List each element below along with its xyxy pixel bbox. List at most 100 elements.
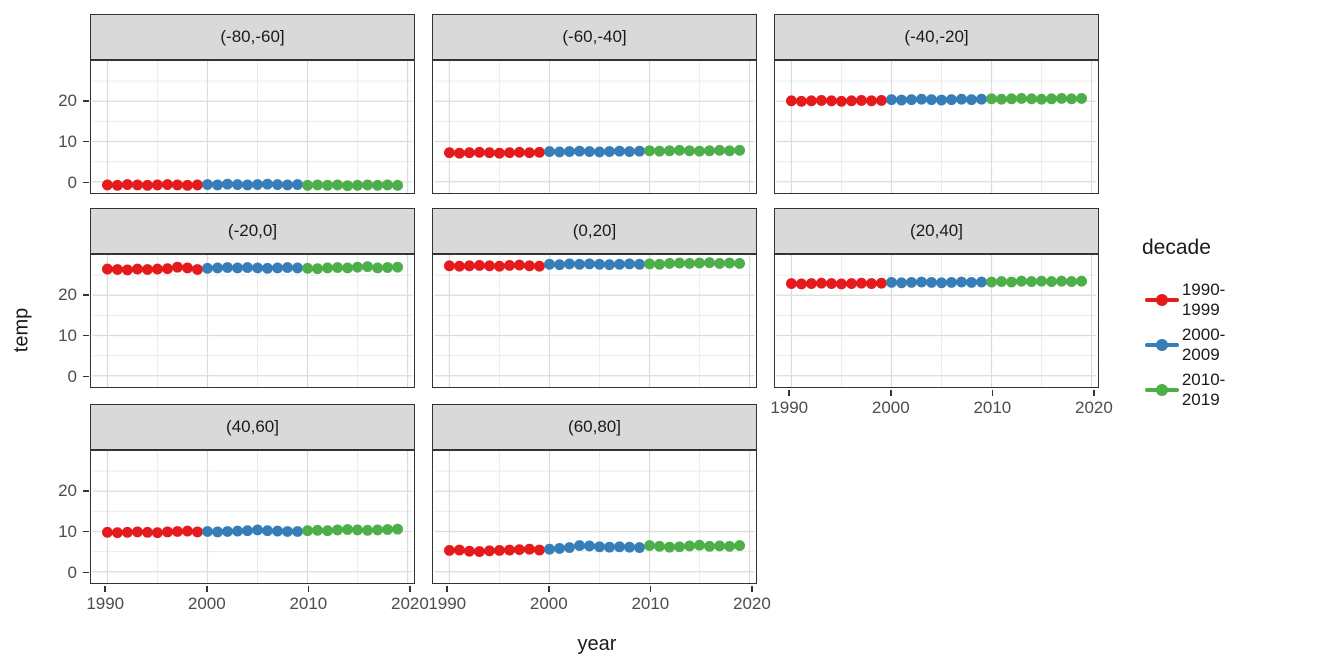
data-point: [644, 258, 655, 270]
data-point: [484, 545, 495, 557]
data-point: [584, 540, 595, 552]
data-point: [504, 544, 515, 556]
data-point: [101, 179, 113, 191]
data-point: [916, 93, 927, 105]
data-point: [836, 278, 847, 290]
data-point: [1076, 275, 1088, 287]
y-tick-mark: [83, 571, 89, 574]
data-point: [474, 146, 485, 158]
facet-(-40,-20]: (-40,-20]: [774, 14, 1099, 194]
data-point: [956, 93, 967, 105]
data-point: [222, 178, 233, 190]
facet-(-80,-60]: (-80,-60]: [90, 14, 415, 194]
data-point: [242, 179, 253, 191]
data-point: [362, 261, 373, 273]
data-point: [1016, 93, 1027, 104]
data-point: [192, 264, 203, 275]
data-point: [162, 526, 173, 538]
data-point: [986, 276, 997, 288]
x-tick-label: 2020: [391, 594, 429, 613]
facet-(60,80]: (60,80]: [432, 404, 757, 584]
y-tick-mark: [83, 334, 89, 337]
data-point: [494, 147, 505, 159]
data-point: [796, 95, 807, 107]
x-tick-mark: [409, 586, 411, 592]
data-point: [212, 526, 223, 538]
x-tick-label: 2010: [289, 594, 328, 613]
facet-(0,20]: (0,20]: [432, 208, 757, 388]
data-point: [694, 257, 705, 269]
data-point: [282, 526, 293, 537]
data-point: [926, 94, 937, 106]
data-point: [805, 95, 817, 107]
y-tick-mark: [83, 375, 89, 378]
y-tick-label: 10: [58, 521, 77, 541]
legend-entry-2010-2019: 2010-2019: [1145, 367, 1236, 412]
y-tick-mark: [83, 100, 89, 102]
facet-strip-label: (40,60]: [90, 404, 415, 450]
data-point: [654, 145, 665, 157]
data-point: [634, 145, 645, 157]
x-tick-mark: [649, 586, 652, 592]
x-tick-mark: [548, 586, 550, 592]
data-point: [886, 276, 897, 288]
data-point: [132, 263, 143, 275]
facet-panel: [432, 60, 757, 194]
data-point: [624, 541, 635, 553]
x-tick-label: 2000: [871, 398, 910, 417]
data-point: [372, 524, 384, 536]
data-point: [443, 147, 455, 159]
data-point: [112, 527, 123, 539]
y-tick-label: 20: [58, 284, 77, 304]
data-point: [624, 258, 635, 270]
legend-entry-label: 2010-2019: [1181, 369, 1226, 409]
x-tick-mark: [307, 586, 310, 592]
x-tick-label: 2020: [733, 594, 771, 613]
data-point: [594, 258, 605, 270]
data-point: [302, 525, 313, 537]
data-point: [936, 277, 947, 289]
data-point: [644, 540, 655, 551]
data-point: [816, 94, 827, 106]
data-point: [182, 179, 193, 191]
data-point: [574, 258, 585, 270]
data-point: [664, 145, 675, 157]
data-point: [332, 179, 343, 191]
data-point: [372, 262, 384, 274]
y-tick-mark: [83, 140, 89, 143]
data-point: [222, 262, 233, 273]
data-point: [704, 540, 715, 552]
x-tick-mark: [446, 586, 448, 592]
x-tick-mark: [1093, 390, 1095, 396]
data-point: [272, 262, 283, 274]
data-point: [514, 146, 525, 158]
y-tick-label: 0: [67, 172, 77, 192]
data-point: [142, 179, 153, 191]
data-point: [524, 147, 535, 159]
data-point: [382, 524, 393, 535]
data-point: [454, 544, 465, 556]
x-tick-mark: [104, 586, 106, 592]
data-point: [1056, 275, 1068, 287]
data-point: [1016, 275, 1027, 287]
data-point: [996, 276, 1007, 288]
data-point: [554, 543, 565, 554]
facet-panel: [432, 254, 757, 388]
data-point: [594, 146, 605, 158]
data-point: [614, 145, 625, 157]
data-point: [846, 278, 857, 289]
data-point: [604, 541, 615, 553]
data-point: [474, 260, 485, 271]
data-point: [896, 94, 907, 106]
y-tick-label: 20: [58, 480, 77, 500]
data-point: [172, 179, 183, 191]
data-point: [1076, 93, 1088, 104]
data-point: [876, 94, 887, 106]
data-point: [634, 258, 645, 270]
data-point: [272, 179, 283, 190]
x-tick-label: 1990: [86, 594, 125, 613]
data-point: [564, 258, 575, 270]
data-point: [544, 543, 555, 555]
data-point: [574, 540, 585, 551]
data-point: [734, 258, 746, 269]
